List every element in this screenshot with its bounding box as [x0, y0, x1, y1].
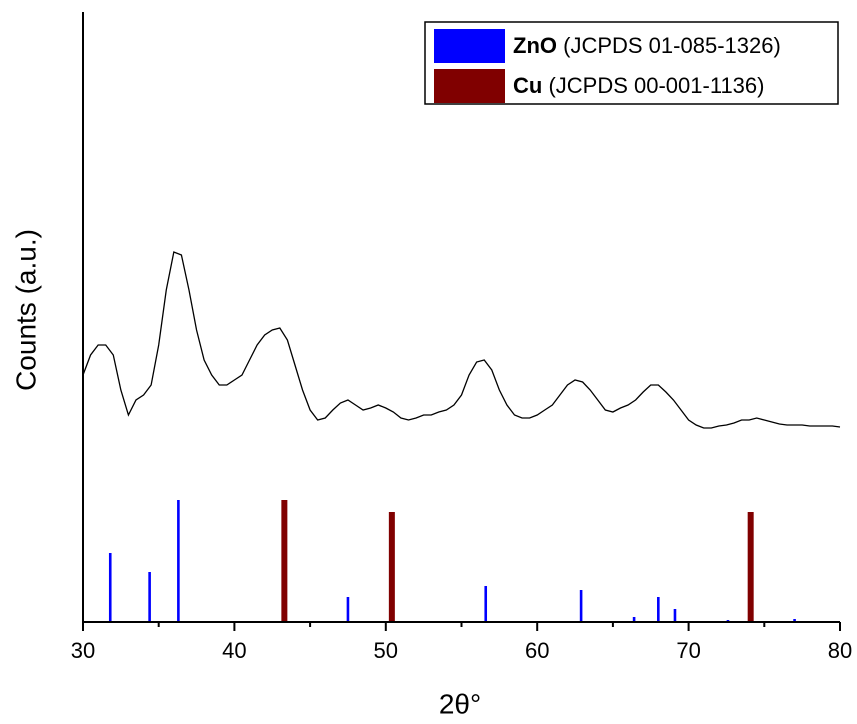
- legend-text: ZnO (JCPDS 01-085-1326): [513, 33, 781, 58]
- legend-name: Cu: [513, 73, 542, 98]
- x-axis-label: 2θ°: [439, 688, 481, 719]
- reference-peak: [148, 572, 151, 621]
- x-tick-label: 40: [222, 638, 246, 663]
- reference-peak: [484, 586, 488, 621]
- legend-source: (JCPDS 01-085-1326): [563, 33, 781, 58]
- reference-peak: [726, 620, 730, 621]
- legend-swatch: [434, 69, 505, 103]
- legend-swatch: [434, 29, 505, 63]
- reference-peak: [632, 617, 636, 621]
- legend-text: Cu (JCPDS 00-001-1136): [513, 73, 764, 98]
- reference-peak: [346, 597, 350, 621]
- reference-peak: [673, 609, 677, 621]
- reference-peak: [388, 512, 395, 621]
- y-axis-label: Counts (a.u.): [10, 229, 41, 391]
- x-tick-label: 80: [828, 638, 852, 663]
- reference-peak: [108, 553, 112, 621]
- x-tick-label: 50: [374, 638, 398, 663]
- x-tick-label: 60: [525, 638, 549, 663]
- reference-peak: [657, 597, 660, 621]
- xrd-pattern: [82, 251, 841, 429]
- reference-peak: [281, 500, 288, 621]
- legend-source: (JCPDS 00-001-1136): [548, 73, 764, 98]
- reference-peak: [747, 512, 754, 621]
- legend-name: ZnO: [513, 33, 557, 58]
- reference-peak: [579, 590, 583, 621]
- reference-peak: [177, 500, 180, 621]
- reference-peak: [793, 619, 796, 621]
- x-tick-label: 70: [676, 638, 700, 663]
- x-tick-label: 30: [71, 638, 95, 663]
